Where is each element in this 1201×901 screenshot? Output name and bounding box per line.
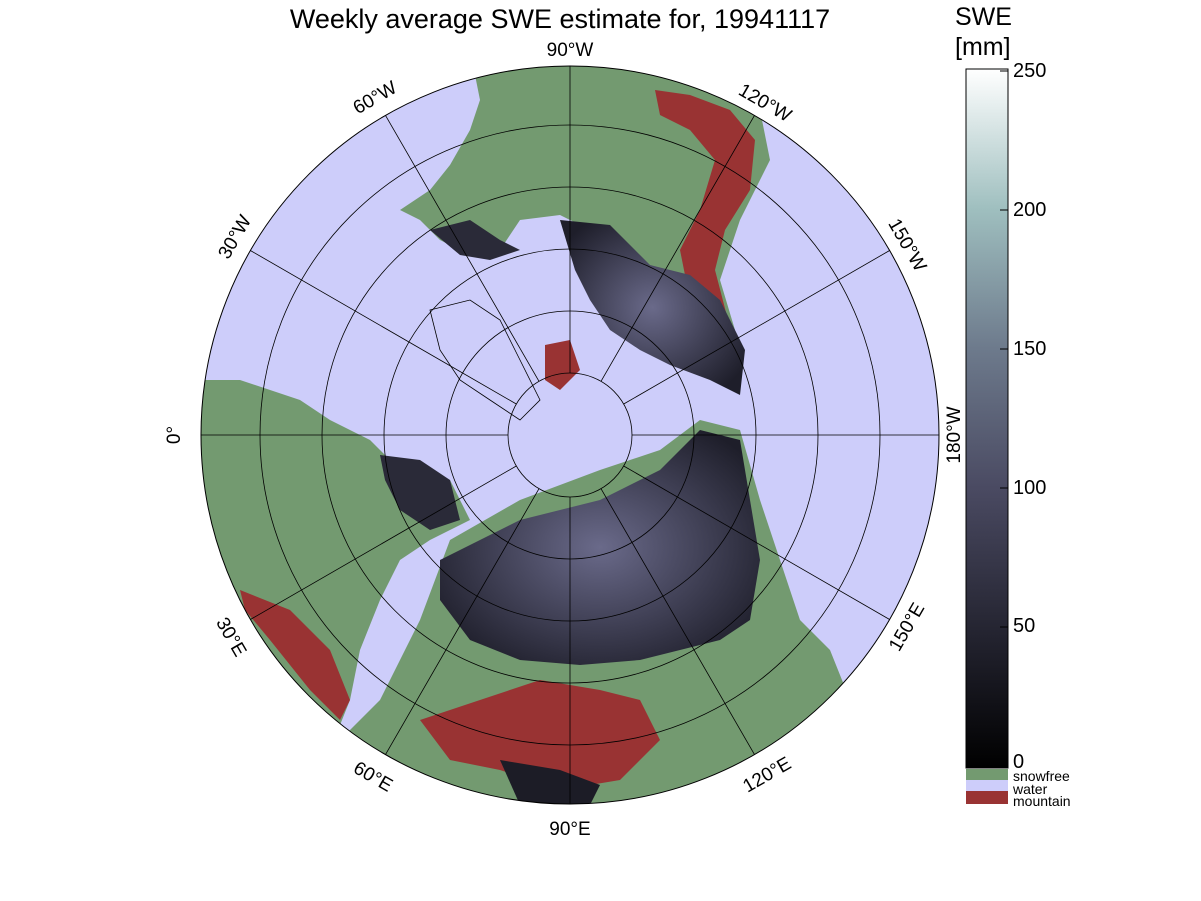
colorbar-tick-label: 50 [1013, 615, 1036, 637]
colorbar-gradient [965, 68, 1009, 769]
colorbar-title: SWE [mm] [955, 2, 1012, 62]
canada-snow-cover [560, 220, 745, 395]
lon-label-90e: 90°E [549, 819, 590, 840]
lon-label-0: 0° [164, 426, 185, 444]
scandinavia-snow [380, 455, 460, 530]
colorbar-title-line1: SWE [955, 3, 1012, 31]
lon-label-60e: 60°E [350, 758, 396, 797]
legend-label-water: water [1013, 781, 1048, 797]
legend-label-mountain: mountain [1013, 793, 1071, 809]
colorbar-ticks [1000, 70, 1008, 767]
map-title: Weekly average SWE estimate for, 1994111… [289, 4, 831, 34]
colorbar-tick-label: 150 [1013, 338, 1047, 360]
colorbar-tick-label: 0 [1013, 751, 1025, 773]
lon-label-180w: 180°W [944, 406, 965, 463]
siberia-snow-cover [440, 430, 760, 665]
alps-region [240, 590, 350, 720]
greenland-ice [429, 299, 541, 421]
arctic-islands [545, 340, 580, 390]
colorbar-title-line2: [mm] [955, 33, 1011, 61]
colorbar-tick-label: 250 [1013, 60, 1047, 82]
legend-swatch-water [966, 780, 1008, 791]
legend-swatch-snowfree [966, 769, 1008, 780]
lon-label-120e: 120°E [739, 753, 795, 797]
colorbar [965, 68, 1009, 804]
lon-label-30e: 30°E [211, 614, 250, 660]
lon-label-90w: 90°W [547, 40, 594, 61]
hudson-snow-cover [430, 220, 520, 260]
himalaya-region [420, 680, 660, 790]
legend-label-snowfree: snowfree [1013, 768, 1070, 784]
tibet-snow [500, 760, 600, 804]
colorbar-tick-label: 100 [1013, 477, 1047, 499]
rocky-mountains-region [655, 90, 755, 340]
graticule [200, 65, 940, 805]
colorbar-tick-label: 200 [1013, 199, 1047, 221]
legend-swatch-mountain [966, 791, 1008, 804]
